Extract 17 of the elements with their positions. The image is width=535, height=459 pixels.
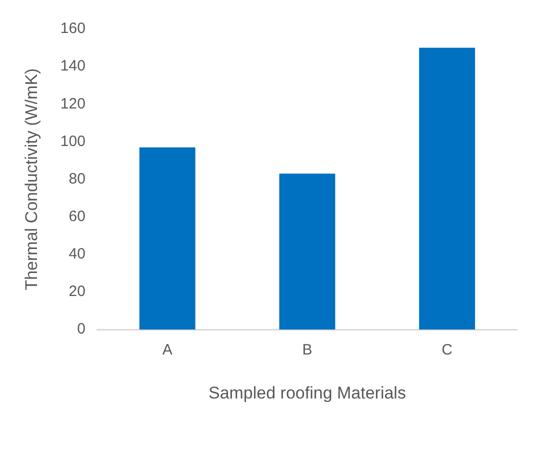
y-tick-label: 140 [60,58,86,75]
x-tick-label: C [442,342,453,359]
y-tick-label: 120 [60,95,86,112]
y-tick-label: 40 [68,246,86,263]
y-tick-label: 0 [77,320,86,338]
x-axis-title: Sampled roofing Materials [208,383,406,402]
y-tick-label: 20 [68,283,86,300]
y-tick-label: 100 [60,132,86,150]
x-tick-label: B [302,342,312,359]
x-tick-label: A [162,342,172,359]
y-tick-label: 60 [68,208,86,226]
y-tick-label: 160 [60,20,86,38]
bar [139,147,196,330]
bar [419,48,476,330]
y-tick-label: 80 [68,170,86,188]
bar [279,174,336,330]
y-axis-title: Thermal Conductivity (W/mK) [22,68,41,290]
